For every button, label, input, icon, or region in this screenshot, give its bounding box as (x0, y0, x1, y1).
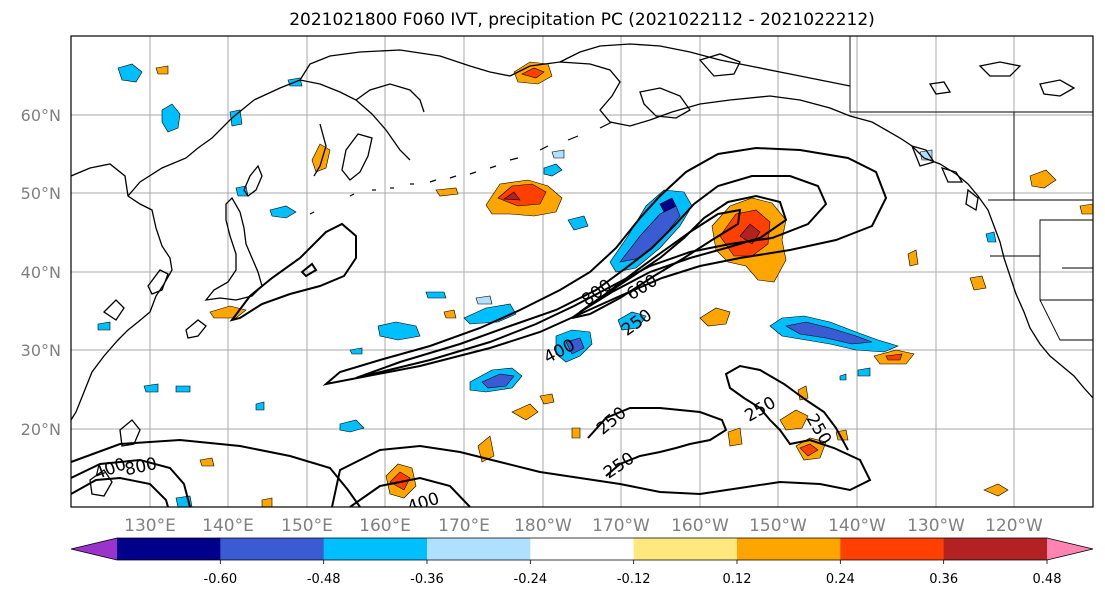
lon-label: 130°E (124, 516, 176, 536)
colorbar-tick-label: 0.36 (929, 572, 958, 587)
lat-label: 20°N (21, 420, 61, 439)
colorbar-tick-label: 0.24 (826, 572, 855, 587)
lat-label: 30°N (21, 341, 61, 360)
colorbar-swatch (1047, 538, 1093, 560)
colorbar-tick-label: -0.48 (307, 572, 341, 587)
colorbar-tick-label: -0.60 (204, 572, 238, 587)
colorbar-tick-label: -0.12 (617, 572, 651, 587)
contour-250-main (322, 146, 888, 386)
colorbar-tick-label: -0.24 (514, 572, 548, 587)
lon-label: 170°W (592, 516, 650, 536)
colorbar-swatch (220, 538, 325, 560)
lon-label: 170°E (438, 516, 490, 536)
lon-label: 150°E (281, 516, 333, 536)
precip-shading (97, 61, 1093, 507)
colorbar-swatch (530, 538, 635, 560)
colorbar-tick-label: 0.12 (723, 572, 752, 587)
colorbar-swatch (71, 538, 117, 560)
lat-label: 60°N (21, 106, 61, 125)
lon-label: 130°W (907, 516, 965, 536)
contour-250-west (229, 222, 357, 322)
japan-coast (204, 196, 263, 301)
contour-250-south (71, 438, 361, 507)
lon-label: 160°W (671, 516, 729, 536)
lon-label: 140°E (202, 516, 254, 536)
colorbar-swatch (117, 538, 221, 560)
lon-label: 160°E (359, 516, 411, 536)
colorbar-ticks: -0.60 -0.48 -0.36 -0.24 -0.12 0.12 0.24 0.36 0.4… (204, 560, 1062, 587)
colorbar: -0.60 -0.48 -0.36 -0.24 -0.12 0.12 0.24 0.36 0.4… (70, 537, 1094, 587)
lon-label: 180°W (514, 516, 572, 536)
political-borders (849, 36, 1093, 341)
colorbar-outline (70, 537, 1094, 561)
lon-label: 120°W (985, 516, 1043, 536)
lat-label: 50°N (21, 184, 61, 203)
map-frame (70, 35, 1094, 508)
map-panel: 800 600 400 250 250 250 250 250 400 800 … (70, 35, 1094, 508)
longitude-labels: 130°E 140°E 150°E 160°E 170°E 180°W 170°… (124, 516, 1043, 536)
lon-label: 150°W (749, 516, 807, 536)
colorbar-swatch (323, 538, 428, 560)
colorbar-swatch (943, 538, 1048, 560)
colorbar-tick-label: 0.48 (1033, 572, 1062, 587)
colorbar-swatch (737, 538, 841, 560)
lat-label: 40°N (21, 263, 61, 282)
contour-400-main (355, 175, 828, 379)
asia-coast (71, 163, 173, 421)
aleutian-islands (309, 121, 613, 215)
coastlines (71, 43, 1093, 497)
colorbar-swatches (71, 538, 1093, 560)
lon-label: 140°W (828, 516, 886, 536)
colorbar-swatch (427, 538, 531, 560)
colorbar-swatch (840, 538, 945, 560)
contour-600 (579, 194, 788, 313)
figure-title: 2021021800 F060 IVT, precipitation PC (2… (289, 10, 875, 30)
alaska-coast (509, 61, 851, 127)
latitude-labels: 20°N 30°N 40°N 50°N 60°N (21, 106, 61, 439)
colorbar-swatch (633, 538, 738, 560)
ivt-contours (71, 146, 888, 507)
contour-800 (571, 208, 742, 319)
colorbar-tick-label: -0.36 (410, 572, 444, 587)
